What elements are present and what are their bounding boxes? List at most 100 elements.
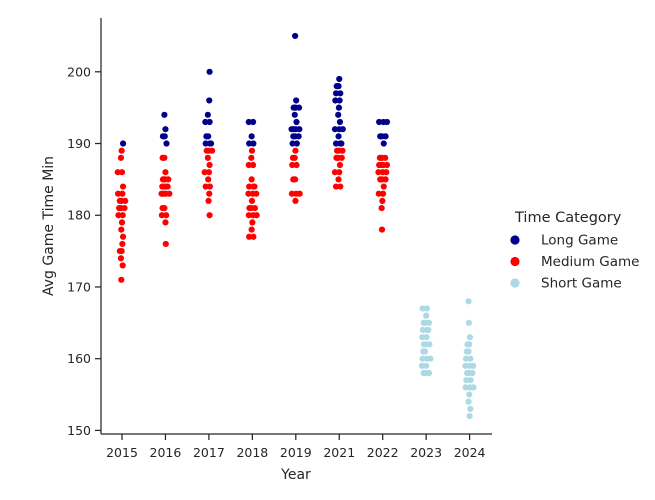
data-point	[465, 319, 472, 326]
data-point	[336, 118, 344, 126]
y-tick-label: 150	[67, 423, 91, 438]
data-point	[465, 398, 472, 405]
data-point	[289, 161, 296, 169]
data-point	[248, 133, 255, 140]
data-point	[379, 190, 387, 197]
data-point	[159, 154, 166, 161]
data-point	[250, 233, 257, 240]
data-point	[292, 147, 299, 154]
data-point	[293, 140, 300, 147]
data-point	[462, 362, 469, 369]
y-tick-label: 190	[67, 136, 91, 151]
data-point	[467, 377, 474, 384]
data-point	[418, 362, 425, 369]
data-point	[464, 341, 471, 348]
data-point	[206, 118, 213, 126]
data-point	[289, 140, 296, 147]
data-point	[337, 90, 344, 97]
data-point	[336, 161, 344, 169]
data-point	[253, 190, 260, 197]
data-point	[335, 176, 342, 183]
data-point	[207, 140, 215, 147]
data-point	[118, 147, 125, 154]
data-point	[425, 319, 433, 326]
data-point	[118, 169, 126, 176]
data-point	[206, 190, 213, 197]
data-point	[466, 334, 474, 341]
data-point	[206, 161, 213, 169]
data-point	[158, 212, 165, 219]
data-point	[419, 355, 426, 362]
data-point	[420, 369, 427, 377]
data-point	[338, 140, 345, 147]
data-point	[339, 147, 346, 154]
data-point	[245, 118, 252, 126]
data-point	[332, 183, 340, 190]
data-point	[289, 154, 297, 161]
data-point	[335, 111, 342, 118]
data-point	[162, 126, 169, 133]
data-point	[382, 176, 389, 183]
data-point	[332, 140, 340, 147]
data-point	[115, 212, 122, 219]
data-point	[378, 204, 385, 212]
data-point	[464, 369, 471, 377]
data-point	[333, 154, 340, 161]
x-axis-title: Year	[280, 467, 311, 483]
data-point	[248, 226, 255, 233]
data-point	[159, 133, 167, 140]
data-point	[202, 140, 209, 147]
legend-marker	[510, 256, 520, 267]
data-point	[378, 154, 385, 161]
data-point	[423, 305, 430, 312]
data-point	[336, 97, 343, 104]
data-point	[380, 140, 387, 147]
data-point	[420, 348, 427, 355]
data-point	[331, 169, 339, 176]
data-point	[293, 161, 300, 169]
data-point	[161, 183, 168, 190]
data-point	[205, 169, 212, 176]
data-point	[118, 219, 126, 226]
data-point	[116, 248, 123, 255]
data-point	[423, 312, 430, 319]
data-point	[419, 334, 426, 341]
data-point	[378, 226, 386, 233]
y-tick-label: 180	[67, 208, 91, 223]
data-point	[469, 369, 476, 377]
data-point	[204, 154, 211, 161]
data-point	[423, 362, 430, 369]
legend: Time Category Long Game Medium Game Short …	[510, 210, 639, 292]
data-point	[296, 190, 303, 197]
data-point	[119, 212, 126, 219]
data-point	[162, 169, 169, 176]
data-point	[375, 190, 382, 197]
data-point	[383, 161, 391, 169]
data-point	[205, 197, 212, 204]
data-point	[206, 183, 214, 190]
data-point	[288, 190, 295, 197]
axes	[100, 18, 492, 435]
data-point	[334, 147, 341, 154]
data-point	[383, 169, 390, 176]
data-point	[337, 183, 344, 190]
y-axis-title: Avg Game Time Min	[41, 156, 57, 296]
data-point	[246, 233, 253, 240]
x-tick-label: 2019	[280, 445, 312, 460]
data-point	[202, 183, 209, 190]
data-point	[116, 204, 123, 212]
data-point	[336, 75, 343, 83]
data-point	[166, 190, 173, 197]
data-point	[466, 391, 473, 398]
data-point	[293, 97, 300, 104]
data-point	[203, 147, 210, 154]
data-point	[201, 169, 208, 176]
data-point	[331, 126, 339, 133]
data-point	[338, 154, 345, 161]
data-point	[382, 133, 389, 140]
data-point	[253, 212, 260, 219]
data-point	[119, 183, 127, 190]
data-point	[248, 197, 256, 204]
data-point	[470, 384, 477, 391]
x-tick-label: 2024	[454, 445, 486, 460]
